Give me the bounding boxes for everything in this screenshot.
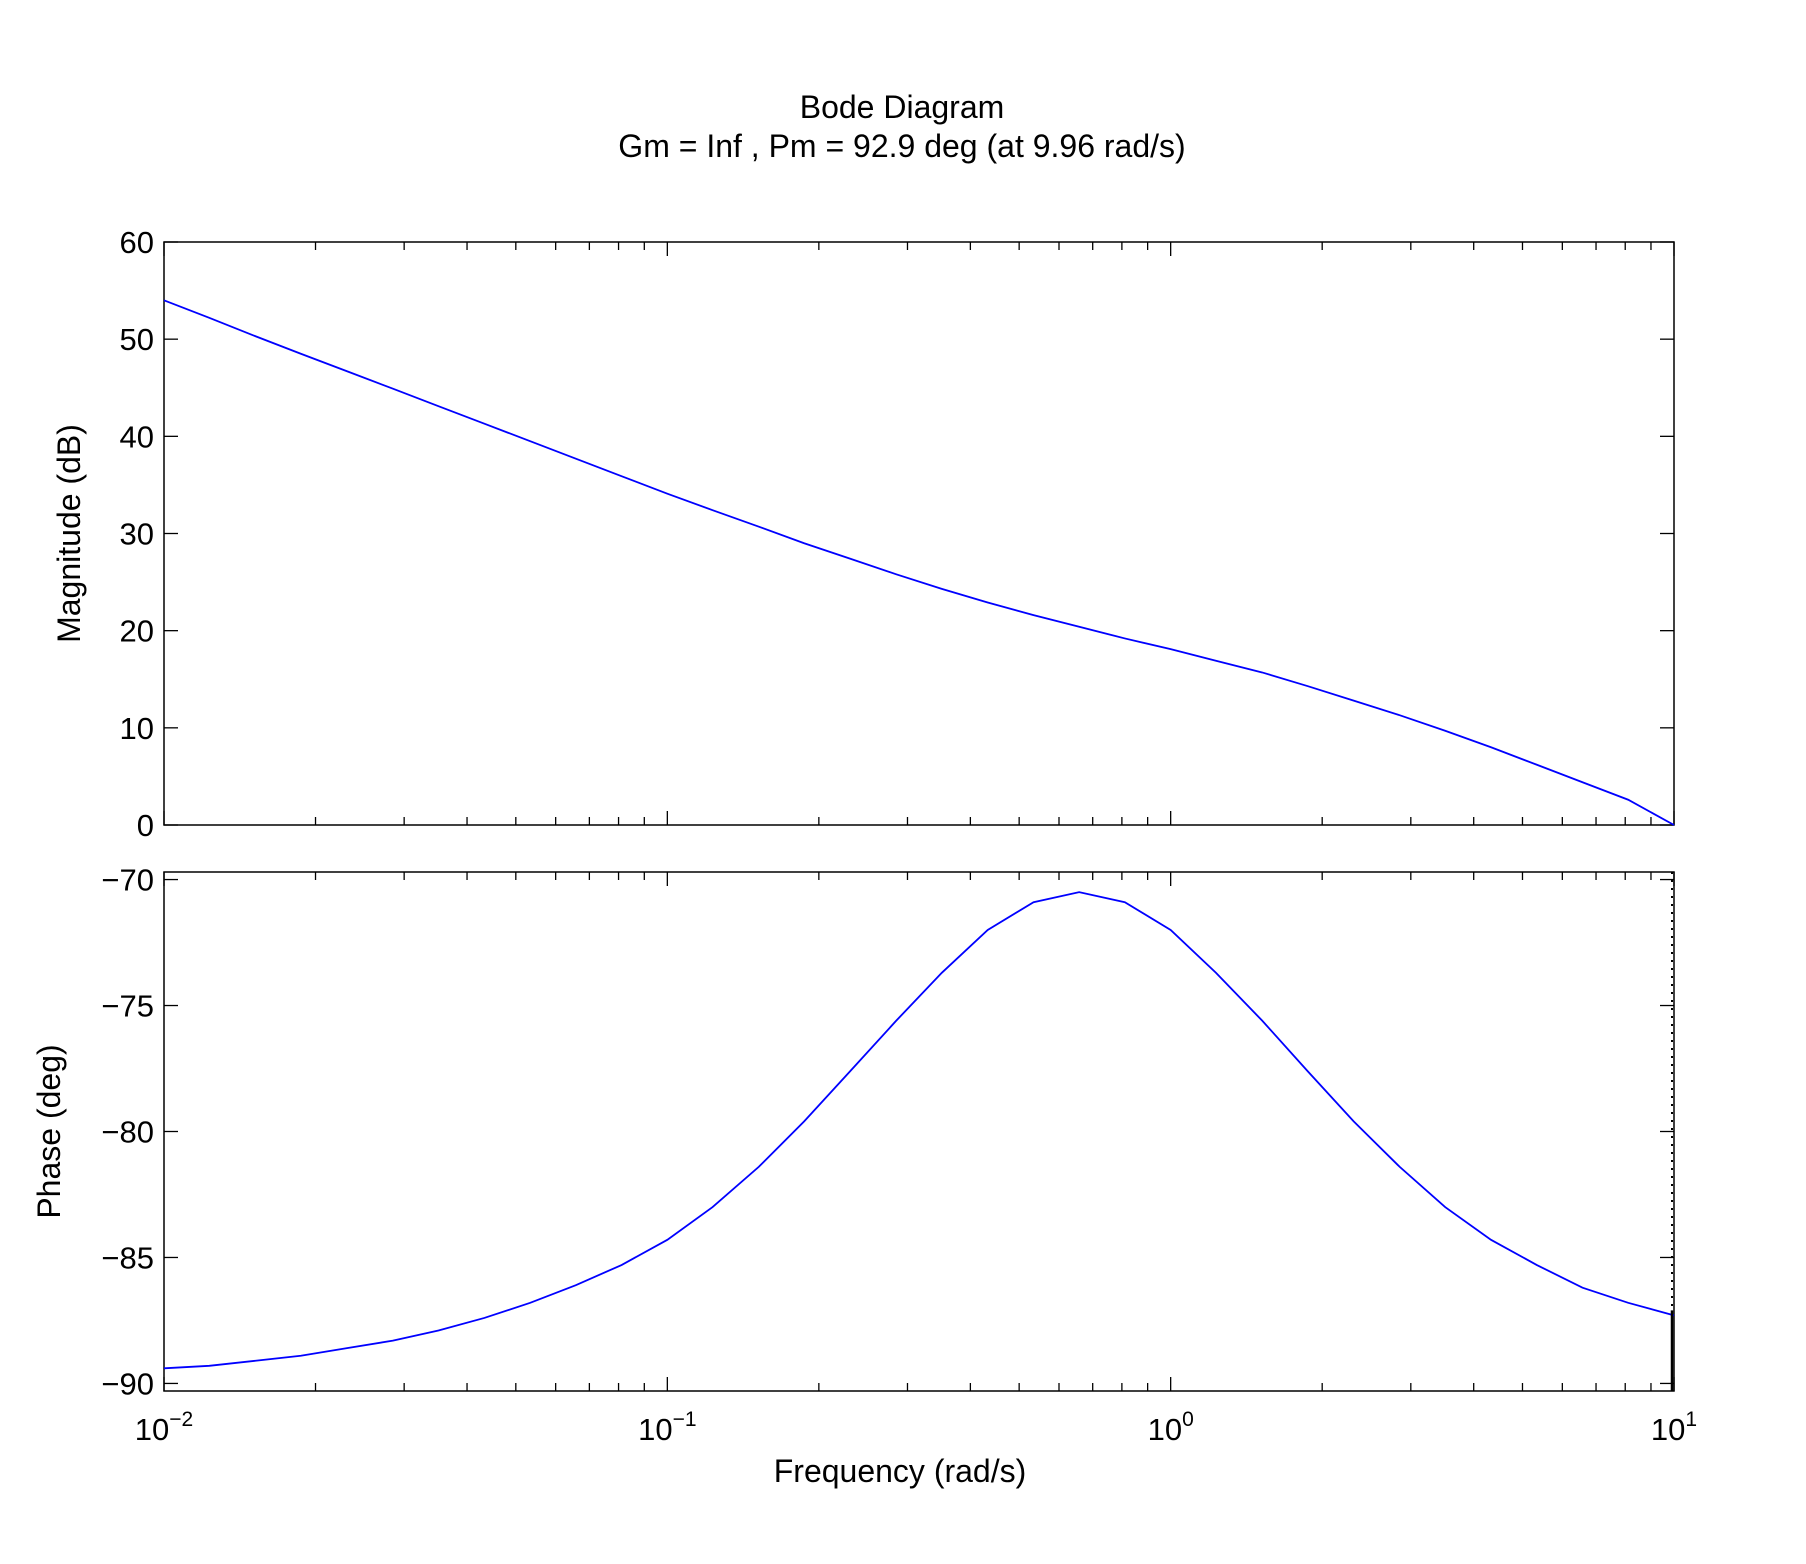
y-tick-label: −80 xyxy=(101,1115,154,1150)
y-tick-label: 40 xyxy=(120,419,154,454)
chart-subtitle: Gm = Inf , Pm = 92.9 deg (at 9.96 rad/s) xyxy=(618,128,1185,164)
phase-y-axis-label: Phase (deg) xyxy=(31,1044,67,1218)
magnitude-curve xyxy=(163,299,1675,826)
phase-ticks xyxy=(163,872,1675,1391)
y-tick-label: −70 xyxy=(101,863,154,898)
y-tick-label: −85 xyxy=(101,1240,154,1275)
phase-y-tick-labels: −90 −85 −80 −75 −70 xyxy=(101,863,154,1402)
y-tick-label: 30 xyxy=(120,517,154,552)
x-tick-labels: 10−2 10−1 100 101 xyxy=(135,1408,1697,1447)
magnitude-y-axis-label: Magnitude (dB) xyxy=(51,424,87,643)
x-tick-label: 100 xyxy=(1148,1408,1194,1447)
phase-curve xyxy=(163,891,1675,1370)
x-tick-label: 10−1 xyxy=(638,1408,696,1447)
magnitude-ticks xyxy=(163,241,1675,826)
magnitude-y-tick-labels: 0 10 20 30 40 50 60 xyxy=(120,225,154,843)
magnitude-panel: 0 10 20 30 40 50 60 Magnitude (dB) xyxy=(51,225,1675,843)
y-tick-label: 10 xyxy=(120,711,154,746)
magnitude-axes-frame xyxy=(163,241,1675,826)
x-tick-label: 101 xyxy=(1651,1408,1697,1447)
x-tick-label: 10−2 xyxy=(135,1408,193,1447)
y-tick-label: −75 xyxy=(101,989,154,1024)
x-axis-label: Frequency (rad/s) xyxy=(774,1453,1027,1489)
y-tick-label: 20 xyxy=(120,614,154,649)
phase-axes-frame xyxy=(163,871,1675,1392)
y-tick-label: 60 xyxy=(120,225,154,260)
phase-panel: −90 −85 −80 −75 −70 Phase (deg) xyxy=(31,863,1675,1402)
y-tick-label: 50 xyxy=(120,322,154,357)
y-tick-label: −90 xyxy=(101,1366,154,1401)
y-tick-label: 0 xyxy=(137,808,154,843)
chart-title: Bode Diagram xyxy=(800,89,1005,125)
